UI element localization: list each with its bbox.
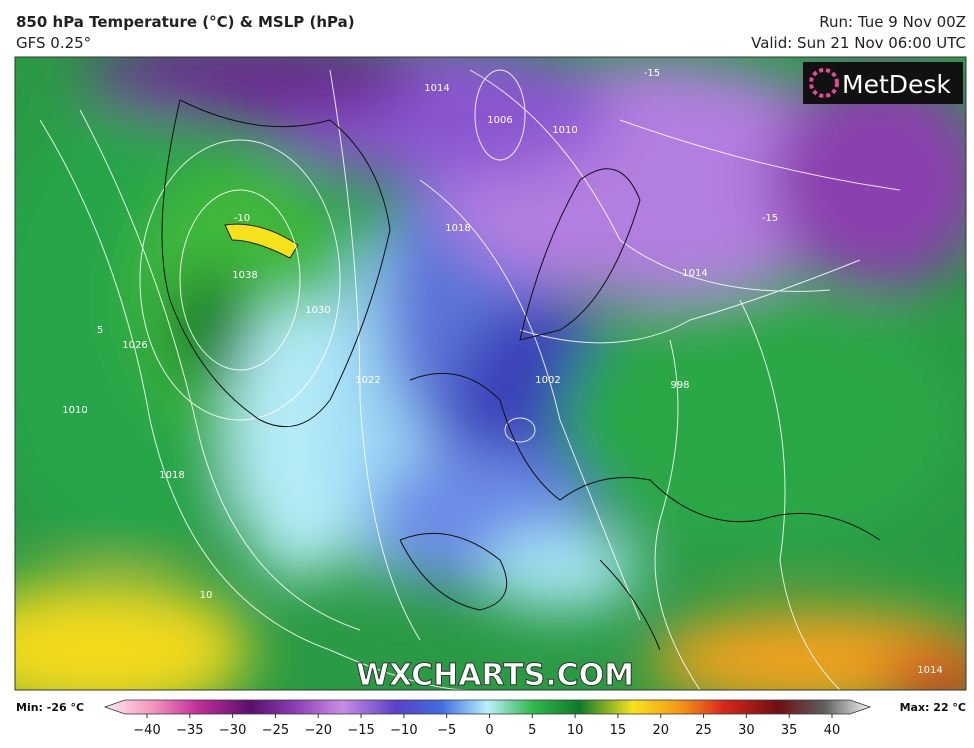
colorbar-tick-label: −35 [176,723,203,738]
min-label: Min: -26 °C [16,701,84,714]
colorbar-tick-label: 10 [567,723,584,738]
colorbar-tick-label: 30 [738,723,755,738]
contour-label: -10 [234,213,250,224]
contour-label: 1014 [917,665,942,676]
colorbar-tick-label: −40 [133,723,160,738]
contour-labels: 1038103010261022101810181014101410101010… [62,68,942,676]
valid-time: Valid: Sun 21 Nov 06:00 UTC [751,34,966,52]
contour-label: 1018 [159,470,184,481]
contour-label: 1014 [424,83,449,94]
logo-icon [809,68,839,98]
contour-label: -15 [762,213,778,224]
contour-label: 1002 [535,375,560,386]
contour-label: 1018 [445,223,470,234]
contour-label: 1026 [122,340,147,351]
contour-label: 1010 [62,405,87,416]
warm-patch [224,223,299,259]
logo: MetDesk [842,70,951,99]
map-frame [14,56,967,691]
colorbar-tick-label: −5 [437,723,456,738]
contour-label: 1038 [232,270,257,281]
colorbar-tick-label: 15 [610,723,627,738]
contour-label: 1006 [487,115,512,126]
colorbar-tick-label: −15 [347,723,374,738]
colorbar-tick-label: 40 [824,723,841,738]
contour-label: 10 [200,590,213,601]
isobars [39,69,901,690]
contour-label: 998 [670,380,689,391]
colorbar-tick-label: 5 [528,723,536,738]
contour-label: 1022 [355,375,380,386]
colorbar-tick-label: 35 [781,723,798,738]
run-time: Run: Tue 9 Nov 00Z [819,13,966,31]
contour-label: 1010 [552,125,577,136]
watermark: WXCHARTS.COM [356,658,634,693]
contour-label: 1014 [682,268,707,279]
colorbar-ticks: −40 −35 −30 −25 −20 −15 −10 −5 0 5 10 15 20 25 30 35 40 [133,714,840,738]
colorbar-tick-label: 20 [652,723,669,738]
colorbar-tick-label: 25 [695,723,712,738]
contour-label: -15 [644,68,660,79]
contour-label: 5 [97,325,103,336]
coastlines [161,99,881,651]
colorbar [103,699,872,715]
colorbar-tick-label: 0 [485,723,493,738]
temperature-field [15,57,966,690]
map: 1038103010261022101810181014101410101010… [15,57,966,693]
colorbar-tick-label: −10 [390,723,417,738]
model: GFS 0.25° [16,34,91,52]
title: 850 hPa Temperature (°C) & MSLP (hPa) [16,13,355,31]
colorbar-tick-label: −30 [219,723,246,738]
colorbar-tick-label: −25 [262,723,289,738]
logo-box [803,62,963,104]
contour-label: 1030 [305,305,330,316]
colorbar-tick-label: −20 [305,723,332,738]
max-label: Max: 22 °C [900,701,966,714]
